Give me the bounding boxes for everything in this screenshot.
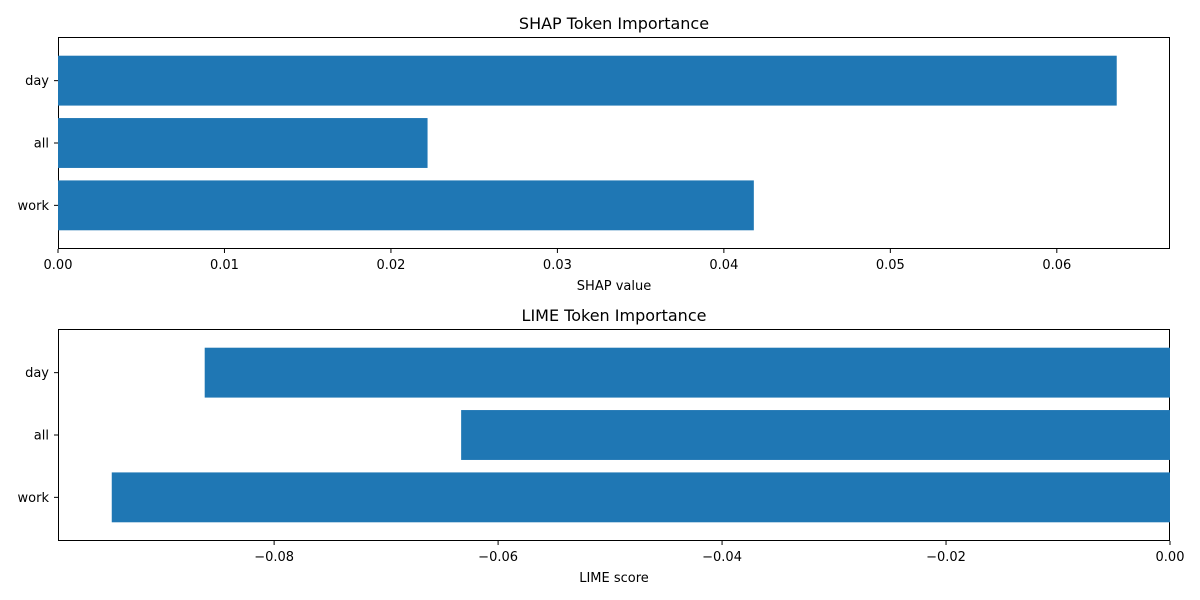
chart-title: LIME Token Importance	[522, 306, 707, 325]
x-tick-label: 0.05	[876, 258, 905, 273]
x-tick-label: −0.08	[254, 550, 294, 565]
bar-day	[58, 55, 1117, 106]
x-tick-label: −0.04	[702, 550, 742, 565]
category-label: day	[25, 74, 49, 89]
x-tick-label: −0.02	[926, 550, 966, 565]
shap-chart: SHAP Token Importance SHAP value work all…	[18, 14, 1170, 294]
category-label: all	[34, 429, 49, 444]
bar-all	[461, 410, 1171, 460]
bar-work	[111, 472, 1170, 523]
category-label: work	[18, 199, 50, 214]
x-tick-label: 0.00	[44, 258, 73, 273]
x-axis-label: LIME score	[579, 571, 649, 586]
bar-work	[58, 180, 754, 231]
lime-chart: LIME Token Importance LIME score work all…	[18, 306, 1185, 586]
x-tick-label: 0.00	[1156, 550, 1185, 565]
x-tick-label: 0.04	[709, 258, 738, 273]
x-tick-label: 0.02	[376, 258, 405, 273]
category-label: all	[34, 137, 49, 152]
bar-all	[58, 118, 428, 168]
x-axis-label: SHAP value	[577, 279, 651, 294]
category-label: day	[25, 366, 49, 381]
bars	[58, 55, 1117, 231]
x-tick-label: 0.06	[1042, 258, 1071, 273]
chart-title: SHAP Token Importance	[519, 14, 709, 33]
category-label: work	[18, 491, 50, 506]
bars	[111, 347, 1171, 523]
x-tick-label: 0.03	[543, 258, 572, 273]
x-tick-label: 0.01	[210, 258, 239, 273]
x-tick-label: −0.06	[478, 550, 518, 565]
bar-day	[204, 347, 1170, 398]
